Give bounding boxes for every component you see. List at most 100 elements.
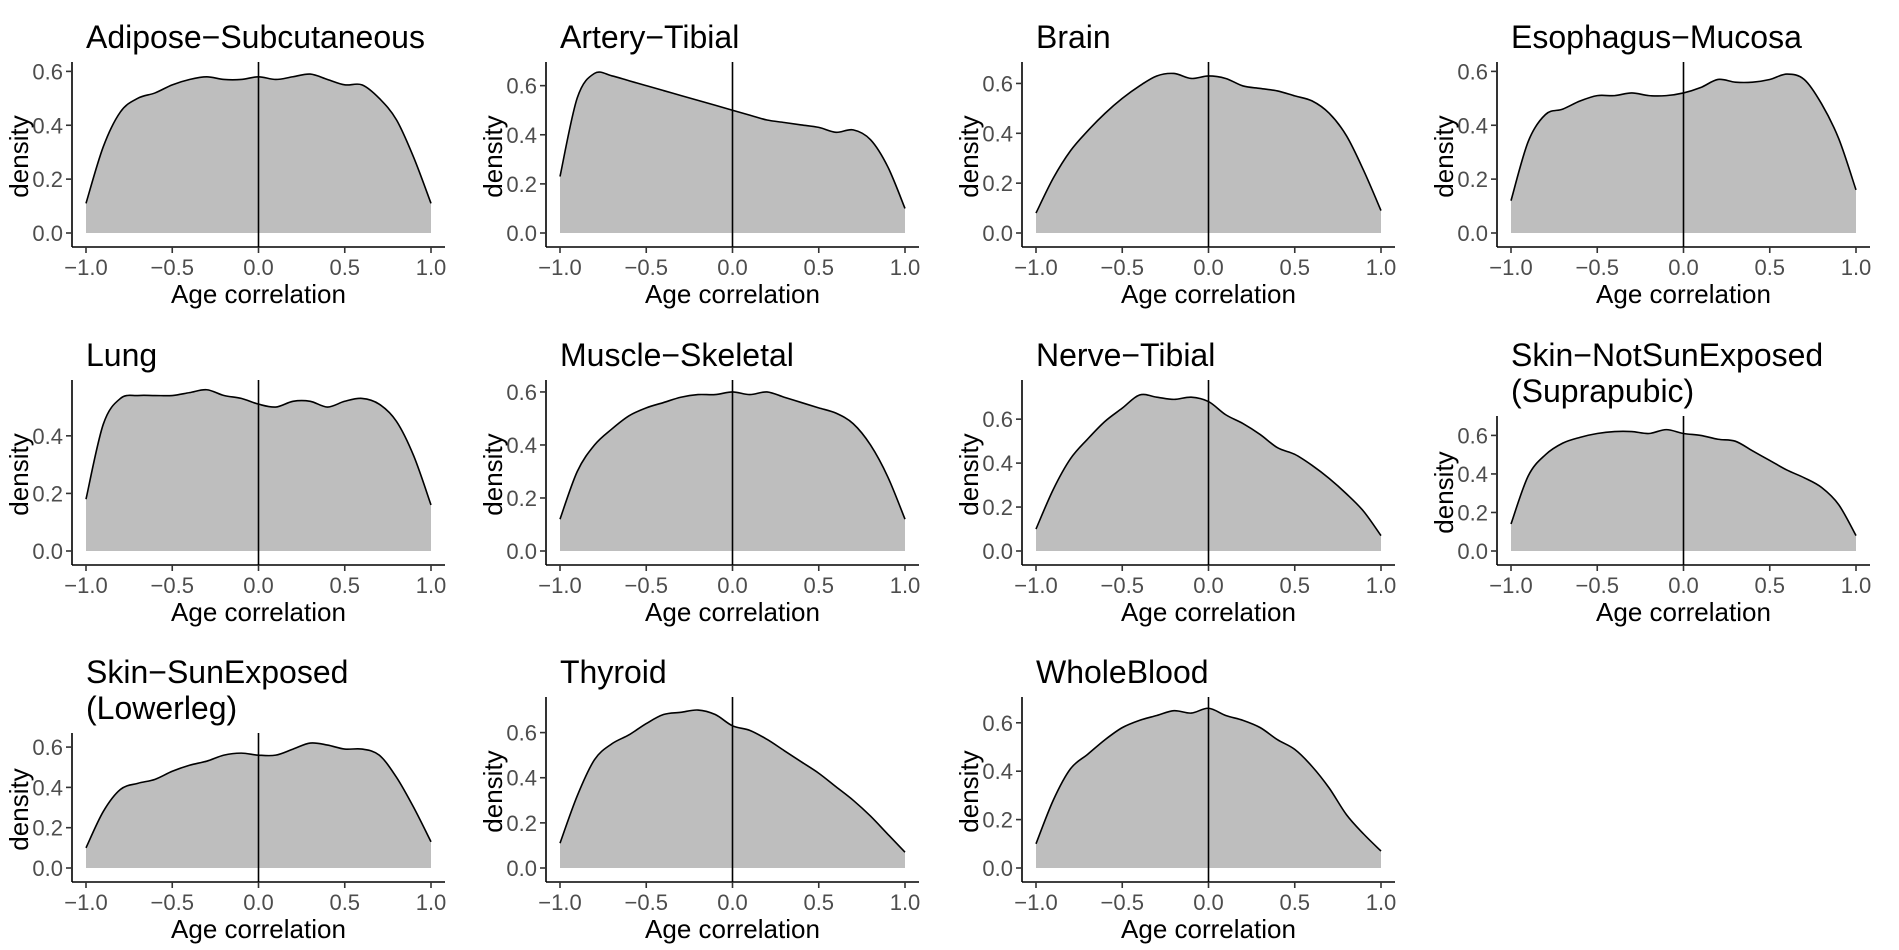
x-tick-label: 0.0 — [1668, 573, 1699, 598]
density-panel: Muscle−Skeletal 0.0 0.2 0.4 0.6 −1.0 −0.5 0.0 0.… — [478, 337, 920, 627]
x-axis-label: Age correlation — [171, 279, 346, 309]
panel-title: (Suprapubic) — [1511, 373, 1694, 409]
x-tick-label: 1.0 — [1366, 255, 1397, 280]
y-axis-label: density — [478, 433, 508, 515]
y-axis-label: density — [4, 115, 34, 197]
y-axis-label: density — [4, 768, 34, 850]
x-tick-label: −1.0 — [64, 573, 107, 598]
x-axis-label: Age correlation — [171, 597, 346, 627]
y-tick-label: 0.2 — [32, 167, 63, 192]
x-tick-label: −0.5 — [151, 573, 194, 598]
y-tick-label: 0.4 — [32, 113, 63, 138]
x-axis-label: Age correlation — [1121, 279, 1296, 309]
y-tick-label: 0.4 — [32, 775, 63, 800]
y-tick-label: 0.6 — [982, 407, 1013, 432]
x-tick-label: 1.0 — [416, 255, 447, 280]
panel-title: Artery−Tibial — [560, 19, 739, 55]
x-tick-label: −1.0 — [64, 890, 107, 915]
y-tick-label: 0.2 — [506, 486, 537, 511]
x-tick-label: 1.0 — [416, 573, 447, 598]
x-tick-label: 0.5 — [329, 255, 360, 280]
x-tick-label: 0.0 — [243, 573, 274, 598]
x-tick-label: −0.5 — [625, 573, 668, 598]
y-tick-label: 0.4 — [982, 121, 1013, 146]
density-panel: Lung 0.0 0.2 0.4 −1.0 −0.5 0.0 0.5 1.0 Age correl… — [4, 337, 446, 627]
x-tick-label: 0.5 — [1279, 255, 1310, 280]
y-tick-label: 0.6 — [506, 380, 537, 405]
y-tick-label: 0.2 — [982, 495, 1013, 520]
y-tick-label: 0.2 — [1457, 167, 1488, 192]
y-tick-label: 0.4 — [1457, 462, 1488, 487]
y-tick-label: 0.2 — [1457, 500, 1488, 525]
x-tick-label: 0.0 — [1668, 255, 1699, 280]
y-axis-label: density — [954, 433, 984, 515]
x-tick-label: 0.0 — [717, 890, 748, 915]
density-panel: Esophagus−Mucosa 0.0 0.2 0.4 0.6 −1.0 −0.5 0.0 0… — [1429, 19, 1871, 309]
x-tick-label: 0.5 — [329, 573, 360, 598]
x-tick-label: 0.5 — [1754, 255, 1785, 280]
x-tick-label: 0.0 — [717, 255, 748, 280]
y-tick-label: 0.0 — [982, 221, 1013, 246]
x-tick-label: −0.5 — [1101, 890, 1144, 915]
density-panel: WholeBlood 0.0 0.2 0.4 0.6 −1.0 −0.5 0.0 0.5 1.0 A… — [954, 654, 1396, 944]
x-tick-label: −0.5 — [1576, 573, 1619, 598]
y-axis-label: density — [1429, 115, 1459, 197]
panel-title: Skin−SunExposed — [86, 654, 348, 690]
y-tick-label: 0.0 — [1457, 221, 1488, 246]
panel-title: Adipose−Subcutaneous — [86, 19, 425, 55]
y-tick-label: 0.4 — [1457, 113, 1488, 138]
x-tick-label: −1.0 — [1014, 890, 1057, 915]
panel-title: Thyroid — [560, 654, 667, 690]
y-tick-label: 0.2 — [32, 816, 63, 841]
y-tick-label: 0.6 — [32, 735, 63, 760]
panel-title: (Lowerleg) — [86, 690, 237, 726]
density-panel: Adipose−Subcutaneous 0.0 0.2 0.4 0.6 −1.0 −0.5… — [4, 19, 446, 309]
x-tick-label: 1.0 — [416, 890, 447, 915]
y-tick-label: 0.2 — [982, 171, 1013, 196]
x-tick-label: 0.0 — [243, 890, 274, 915]
x-tick-label: 0.5 — [803, 890, 834, 915]
panel-title: Brain — [1036, 19, 1111, 55]
x-tick-label: 0.0 — [243, 255, 274, 280]
x-axis-label: Age correlation — [1596, 279, 1771, 309]
y-tick-label: 0.0 — [32, 539, 63, 564]
y-axis-label: density — [954, 115, 984, 197]
y-tick-label: 0.2 — [982, 808, 1013, 833]
x-tick-label: −1.0 — [1014, 573, 1057, 598]
x-tick-label: 0.5 — [803, 255, 834, 280]
x-axis-label: Age correlation — [1121, 914, 1296, 944]
y-tick-label: 0.4 — [506, 123, 537, 148]
y-tick-label: 0.4 — [982, 759, 1013, 784]
x-tick-label: −0.5 — [151, 890, 194, 915]
panel-title: Nerve−Tibial — [1036, 337, 1215, 373]
y-tick-label: 0.0 — [506, 539, 537, 564]
x-axis-label: Age correlation — [1596, 597, 1771, 627]
y-tick-label: 0.4 — [32, 424, 63, 449]
panel-title: Esophagus−Mucosa — [1511, 19, 1802, 55]
y-axis-label: density — [954, 750, 984, 832]
x-tick-label: 0.0 — [1193, 255, 1224, 280]
x-tick-label: 0.0 — [717, 573, 748, 598]
x-tick-label: −1.0 — [1489, 573, 1532, 598]
x-tick-label: −1.0 — [1489, 255, 1532, 280]
y-tick-label: 0.4 — [506, 433, 537, 458]
y-tick-label: 0.6 — [506, 74, 537, 99]
x-tick-label: 1.0 — [890, 573, 921, 598]
x-tick-label: −1.0 — [538, 890, 581, 915]
x-tick-label: −0.5 — [1101, 255, 1144, 280]
x-tick-label: 1.0 — [890, 255, 921, 280]
x-axis-label: Age correlation — [645, 597, 820, 627]
x-tick-label: −1.0 — [538, 573, 581, 598]
y-tick-label: 0.0 — [32, 856, 63, 881]
density-panel: Nerve−Tibial 0.0 0.2 0.4 0.6 −1.0 −0.5 0.0 0.5 1.… — [954, 337, 1396, 627]
y-tick-label: 0.6 — [32, 59, 63, 84]
panel-title: Lung — [86, 337, 157, 373]
x-tick-label: 0.5 — [1279, 573, 1310, 598]
y-tick-label: 0.0 — [982, 539, 1013, 564]
y-tick-label: 0.0 — [982, 856, 1013, 881]
x-tick-label: −0.5 — [1101, 573, 1144, 598]
density-panel: Thyroid 0.0 0.2 0.4 0.6 −1.0 −0.5 0.0 0.5 1.0 Age … — [478, 654, 920, 944]
x-tick-label: 0.0 — [1193, 890, 1224, 915]
x-axis-label: Age correlation — [1121, 597, 1296, 627]
y-axis-label: density — [478, 750, 508, 832]
